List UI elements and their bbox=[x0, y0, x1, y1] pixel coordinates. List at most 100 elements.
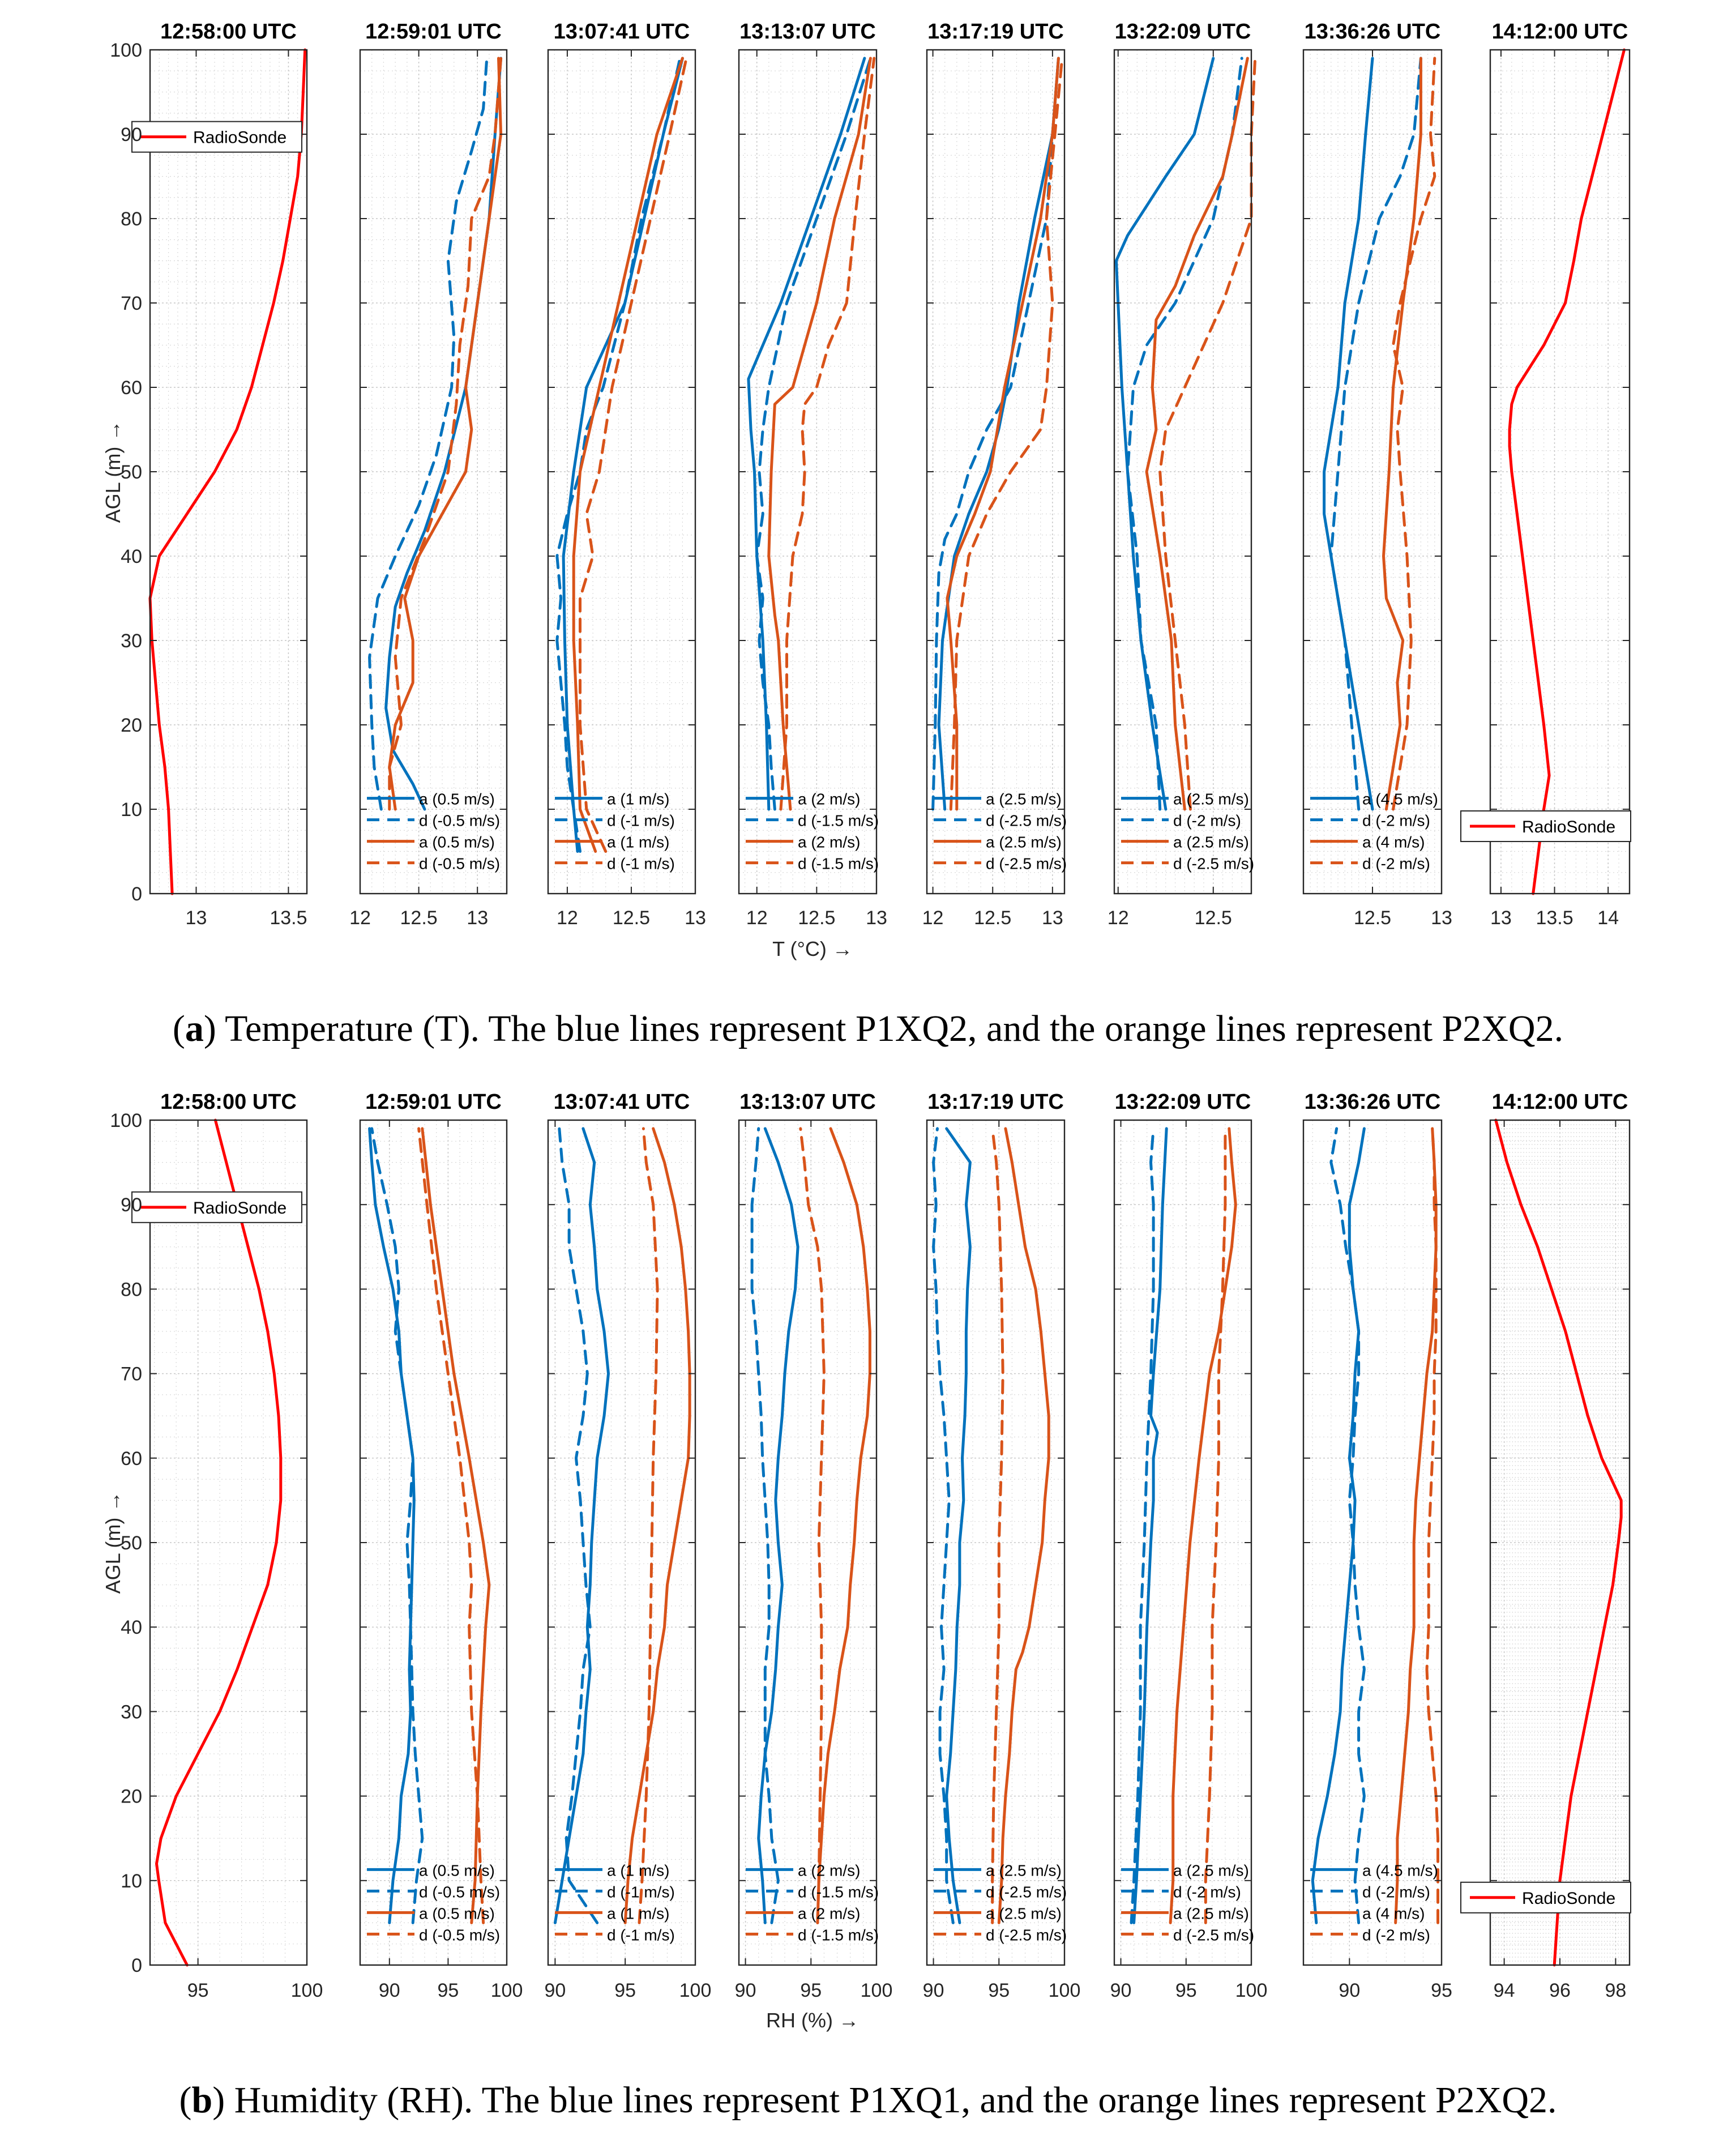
caption-letter: b bbox=[192, 2079, 213, 2121]
x-tick-label: 90 bbox=[923, 1980, 944, 2001]
y-tick-label: 10 bbox=[121, 1870, 142, 1892]
y-tick-label: 70 bbox=[121, 1364, 142, 1385]
panel-time-title: 13:22:09 UTC bbox=[1115, 20, 1251, 44]
legend-label: a (2 m/s) bbox=[798, 791, 860, 808]
x-tick-label: 12 bbox=[557, 907, 578, 929]
legend-label: a (4 m/s) bbox=[1362, 834, 1425, 851]
series-line-blue-solid bbox=[1132, 1127, 1168, 1924]
legend-label: a (2.5 m/s) bbox=[1173, 1861, 1249, 1879]
x-tick-label: 12.5 bbox=[974, 907, 1011, 929]
legend-label: a (1 m/s) bbox=[607, 1861, 669, 1879]
legend-label: d (-2.5 m/s) bbox=[986, 812, 1067, 830]
series-line-blue-solid bbox=[747, 57, 866, 811]
panel-time-title: 13:13:07 UTC bbox=[739, 20, 876, 44]
series-line-red-solid bbox=[1508, 48, 1626, 895]
legend-label: a (2 m/s) bbox=[798, 1861, 860, 1879]
x-tick-label: 12 bbox=[1108, 907, 1129, 929]
legend-label: d (-2.5 m/s) bbox=[986, 1883, 1067, 1900]
legend-label: RadioSonde bbox=[193, 129, 287, 147]
series-line-orange-solid bbox=[946, 57, 1060, 811]
y-tick-label: 60 bbox=[121, 1448, 142, 1470]
y-tick-label: 30 bbox=[121, 1701, 142, 1723]
profile-panel: 90 95 100 13:22:09 UTC a (2.5 m/s) d (-2 m/s)… bbox=[1110, 1090, 1268, 2001]
x-tick-label: 95 bbox=[1175, 1980, 1197, 2001]
x-tick-label: 13 bbox=[1431, 907, 1452, 929]
legend: a (1 m/s) d (-1 m/s) a (1 m/s) d (-1 m/s) bbox=[555, 1861, 675, 1944]
x-tick-label: 100 bbox=[1049, 1980, 1081, 2001]
panel-time-title: 13:17:19 UTC bbox=[927, 1090, 1064, 1114]
profile-panel: 12 12.5 13 13:13:07 UTC a (2 m/s) d (-1.5 m/s… bbox=[738, 20, 887, 929]
series-line-orange-solid bbox=[816, 1127, 871, 1924]
legend-label: d (-1 m/s) bbox=[607, 855, 675, 873]
series-line-red-solid bbox=[148, 48, 307, 895]
series-line-red-solid bbox=[1494, 1118, 1623, 1967]
series-line-orange-dashed bbox=[579, 57, 688, 853]
legend: RadioSonde bbox=[1460, 1881, 1631, 1914]
legend: a (2.5 m/s) d (-2 m/s) a (2.5 m/s) d (-2.5 … bbox=[1121, 1861, 1254, 1944]
panel-time-title: 13:07:41 UTC bbox=[554, 20, 690, 44]
legend-label: a (1 m/s) bbox=[607, 1904, 669, 1922]
x-tick-label: 13 bbox=[866, 907, 887, 929]
x-tick-label: 95 bbox=[437, 1980, 459, 2001]
y-tick-label: 40 bbox=[121, 1617, 142, 1638]
profile-panel: 94 96 98 14:12:00 UTC RadioSonde bbox=[1460, 1090, 1631, 2001]
y-tick-label: 90 bbox=[121, 1194, 142, 1216]
x-tick-label: 95 bbox=[614, 1980, 636, 2001]
series-line-orange-solid bbox=[388, 57, 503, 811]
legend: a (0.5 m/s) d (-0.5 m/s) a (0.5 m/s) d (-0.… bbox=[367, 1861, 500, 1944]
y-tick-label: 20 bbox=[121, 1786, 142, 1808]
x-tick-label: 12 bbox=[349, 907, 371, 929]
legend-label: RadioSonde bbox=[193, 1199, 287, 1218]
panel-time-title: 12:58:00 UTC bbox=[160, 1090, 297, 1114]
legend-label: a (2 m/s) bbox=[798, 1904, 860, 1922]
panel-time-title: 13:07:41 UTC bbox=[554, 1090, 690, 1114]
series-line-blue-dashed bbox=[555, 57, 682, 853]
series-line-orange-solid bbox=[997, 1127, 1050, 1924]
series-line-orange-solid bbox=[1382, 57, 1422, 811]
y-tick-label: 60 bbox=[121, 377, 142, 399]
legend-label: a (2.5 m/s) bbox=[986, 791, 1062, 808]
legend-label: a (2.5 m/s) bbox=[986, 834, 1062, 851]
y-tick-label: 100 bbox=[110, 40, 142, 61]
x-tick-label: 95 bbox=[988, 1980, 1010, 2001]
x-tick-label: 12.5 bbox=[1195, 907, 1232, 929]
x-tick-label: 13 bbox=[1042, 907, 1063, 929]
series-line-blue-dashed bbox=[1329, 1127, 1366, 1924]
series-line-orange-dashed bbox=[638, 1127, 659, 1924]
x-tick-label: 96 bbox=[1549, 1980, 1571, 2001]
legend: a (2.5 m/s) d (-2.5 m/s) a (2.5 m/s) d (-2.… bbox=[934, 791, 1067, 873]
y-axis-label: AGL (m) → bbox=[101, 421, 125, 523]
legend-label: a (0.5 m/s) bbox=[419, 1904, 495, 1922]
legend-label: a (1 m/s) bbox=[607, 834, 669, 851]
temperature-profile-figure: 13 13.5 12:58:00 UTC RadioSonde 0 10 20 30 40 50 6… bbox=[101, 20, 1631, 1049]
legend-label: d (-2 m/s) bbox=[1173, 812, 1241, 830]
legend-label: a (2.5 m/s) bbox=[1173, 1904, 1249, 1922]
legend-label: a (2.5 m/s) bbox=[986, 1861, 1062, 1879]
x-tick-label: 100 bbox=[679, 1980, 712, 2001]
panel-time-title: 12:59:01 UTC bbox=[365, 1090, 502, 1114]
legend-label: d (-2 m/s) bbox=[1362, 855, 1430, 873]
panel-time-title: 13:22:09 UTC bbox=[1115, 1090, 1251, 1114]
legend-label: d (-1.5 m/s) bbox=[798, 1883, 879, 1900]
panel-time-title: 12:59:01 UTC bbox=[365, 20, 502, 44]
x-tick-label: 98 bbox=[1605, 1980, 1626, 2001]
legend: a (4.5 m/s) d (-2 m/s) a (4 m/s) d (-2 m/s) bbox=[1310, 791, 1438, 873]
profile-panel: 90 95 100 13:17:19 UTC a (2.5 m/s) d (-2.5 m/… bbox=[923, 1090, 1081, 2001]
legend: a (4.5 m/s) d (-2 m/s) a (4 m/s) d (-2 m/s) bbox=[1310, 1861, 1438, 1944]
legend-label: d (-0.5 m/s) bbox=[419, 1926, 500, 1944]
x-tick-label: 12.5 bbox=[400, 907, 438, 929]
series-line-orange-solid bbox=[572, 57, 684, 853]
series-line-blue-dashed bbox=[1329, 57, 1422, 811]
series-line-orange-dashed bbox=[388, 57, 503, 811]
series-line-blue-dashed bbox=[370, 1127, 424, 1924]
legend-label: a (0.5 m/s) bbox=[419, 1861, 495, 1879]
figure-caption: (b) Humidity (RH). The blue lines repres… bbox=[179, 2079, 1557, 2121]
x-tick-label: 90 bbox=[1110, 1980, 1132, 2001]
series-line-orange-dashed bbox=[1425, 1127, 1439, 1924]
series-line-orange-solid bbox=[623, 1127, 691, 1924]
legend-label: a (4.5 m/s) bbox=[1362, 1861, 1438, 1879]
y-tick-label: 90 bbox=[121, 124, 142, 146]
series-line-blue-dashed bbox=[1130, 1127, 1155, 1924]
series-line-blue-solid bbox=[757, 1127, 799, 1924]
